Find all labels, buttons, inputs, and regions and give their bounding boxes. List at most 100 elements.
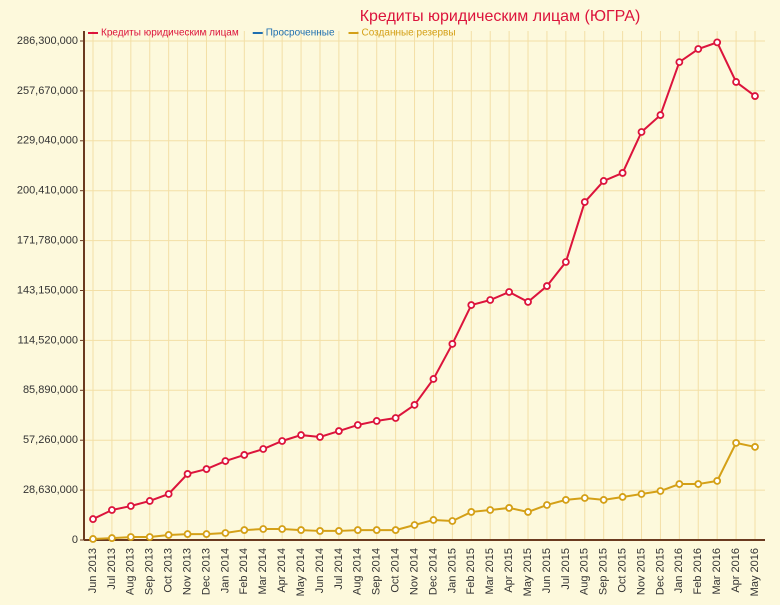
x-tick-label: Aug 2013: [125, 548, 137, 595]
x-tick-label: Jul 2015: [560, 548, 572, 590]
point: [297, 526, 305, 534]
y-tick-label: 57,260,000: [23, 434, 78, 446]
x-tick-label: Mar 2015: [484, 548, 496, 594]
point: [637, 490, 646, 498]
point: [656, 487, 665, 495]
point: [486, 506, 495, 514]
point: [732, 78, 740, 86]
y-tick-label: 143,150,000: [17, 284, 78, 296]
point: [126, 533, 135, 541]
chart-title: Кредиты юридическим лицам (ЮГРА): [360, 8, 641, 25]
point: [599, 496, 608, 504]
point: [410, 521, 419, 529]
point: [524, 508, 532, 516]
x-tick-label: May 2014: [295, 548, 307, 596]
y-tick-label: 85,890,000: [23, 384, 78, 396]
point: [89, 515, 97, 523]
point: [202, 465, 211, 473]
x-tick-label: Aug 2015: [579, 548, 591, 595]
point: [618, 169, 627, 177]
point: [448, 340, 457, 348]
point: [486, 296, 495, 304]
x-tick-label: Sep 2014: [371, 548, 383, 595]
point: [732, 439, 740, 447]
point: [221, 529, 230, 537]
x-tick-label: Feb 2014: [238, 548, 250, 594]
legend-label: Кредиты юридическим лицам: [101, 28, 239, 39]
point: [278, 437, 287, 445]
point: [183, 530, 192, 538]
point: [391, 526, 400, 534]
y-tick-label: 0: [72, 534, 78, 546]
x-tick-label: Dec 2015: [654, 548, 666, 595]
y-tick-label: 286,300,000: [17, 35, 78, 47]
point: [353, 421, 362, 429]
x-tick-label: Oct 2015: [617, 548, 629, 593]
point: [334, 427, 343, 435]
point: [694, 45, 703, 53]
point: [297, 431, 305, 439]
point: [505, 288, 514, 296]
point: [108, 534, 116, 542]
point: [467, 508, 476, 516]
x-tick-label: Nov 2015: [635, 548, 647, 595]
point: [599, 177, 608, 185]
point: [259, 525, 268, 533]
point: [221, 457, 230, 465]
point: [89, 535, 97, 543]
y-tick-label: 28,630,000: [23, 484, 78, 496]
point: [675, 58, 684, 66]
y-tick-label: 200,410,000: [17, 185, 78, 197]
x-tick-label: Mar 2016: [711, 548, 723, 594]
point: [108, 506, 116, 514]
point: [505, 504, 514, 512]
point: [751, 92, 759, 100]
point: [618, 493, 627, 501]
x-tick-label: Nov 2013: [181, 548, 193, 595]
point: [259, 445, 268, 453]
point: [353, 526, 362, 534]
x-tick-label: Jul 2013: [106, 548, 118, 590]
x-tick-label: Jun 2014: [314, 548, 326, 593]
point: [543, 501, 551, 509]
legend-label: Созданные резервы: [362, 28, 456, 39]
legend-label: Просроченные: [266, 28, 335, 39]
point: [391, 414, 400, 422]
y-tick-label: 257,670,000: [17, 85, 78, 97]
point: [694, 480, 703, 488]
x-tick-label: Dec 2014: [427, 548, 439, 595]
x-tick-label: Jan 2016: [673, 548, 685, 593]
point: [316, 433, 324, 441]
point: [561, 258, 570, 266]
x-tick-label: May 2016: [749, 548, 761, 596]
x-tick-label: Feb 2015: [465, 548, 477, 594]
point: [713, 477, 722, 485]
point: [145, 533, 154, 541]
x-tick-label: Sep 2013: [144, 548, 156, 595]
point: [372, 526, 381, 534]
point: [561, 496, 570, 504]
x-tick-label: Oct 2014: [390, 548, 402, 593]
point: [448, 517, 457, 525]
point: [334, 527, 343, 535]
point: [637, 128, 646, 136]
point: [316, 527, 324, 535]
x-tick-label: Dec 2013: [200, 548, 212, 595]
point: [164, 490, 173, 498]
point: [410, 401, 419, 409]
x-tick-label: Sep 2015: [598, 548, 610, 595]
x-tick-label: Jan 2015: [446, 548, 458, 593]
point: [240, 526, 249, 534]
x-tick-label: Mar 2014: [257, 548, 269, 594]
point: [751, 443, 759, 451]
point: [543, 282, 551, 290]
y-tick-label: 229,040,000: [17, 135, 78, 147]
point: [240, 451, 249, 459]
point: [429, 516, 438, 524]
point: [372, 417, 381, 425]
point: [202, 530, 211, 538]
x-tick-label: Oct 2013: [163, 548, 175, 593]
x-tick-label: Jan 2014: [219, 548, 231, 593]
